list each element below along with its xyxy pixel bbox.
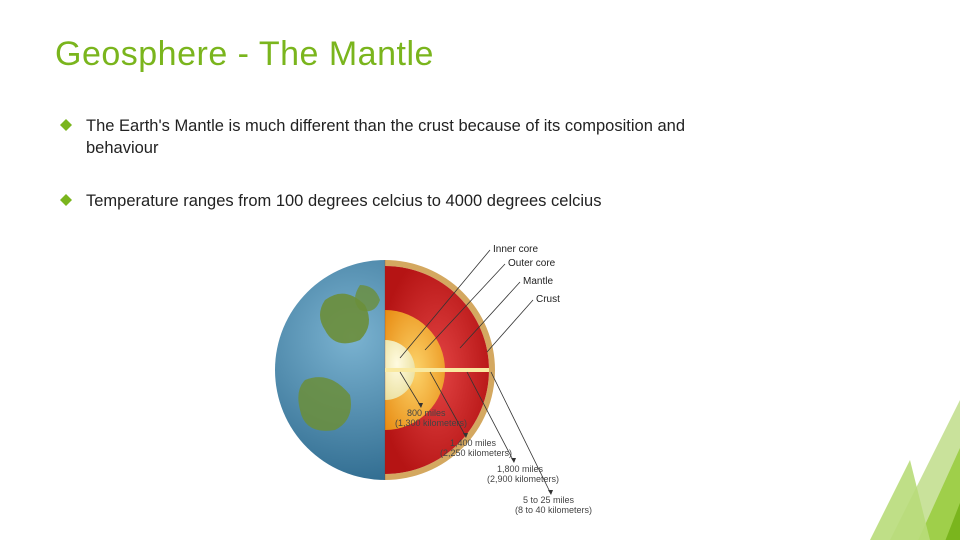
earth-layers-diagram: Inner core Outer core Mantle Crust 800 m… — [265, 240, 695, 515]
page-title: Geosphere - The Mantle — [55, 35, 434, 74]
list-item: The Earth's Mantle is much different tha… — [60, 115, 760, 160]
slide: Geosphere - The Mantle The Earth's Mantl… — [0, 0, 960, 540]
diamond-bullet-icon — [60, 119, 72, 131]
label-outer-core: Outer core — [508, 258, 556, 269]
meas-mantle-km: (2,900 kilometers) — [487, 474, 559, 484]
bullet-text: Temperature ranges from 100 degrees celc… — [86, 190, 601, 212]
meas-outer-core-mi: 1,400 miles — [450, 438, 497, 448]
meas-crust-mi: 5 to 25 miles — [523, 495, 575, 505]
corner-decoration — [740, 320, 960, 540]
meas-inner-core-mi: 800 miles — [407, 408, 446, 418]
meas-outer-core-km: (2,250 kilometers) — [440, 448, 512, 458]
diamond-bullet-icon — [60, 194, 72, 206]
bullet-list: The Earth's Mantle is much different tha… — [60, 115, 760, 242]
label-mantle: Mantle — [523, 276, 553, 287]
list-item: Temperature ranges from 100 degrees celc… — [60, 190, 760, 212]
bullet-text: The Earth's Mantle is much different tha… — [86, 115, 760, 160]
meas-crust-km: (8 to 40 kilometers) — [515, 505, 592, 515]
label-inner-core: Inner core — [493, 244, 538, 255]
label-crust: Crust — [536, 294, 560, 305]
